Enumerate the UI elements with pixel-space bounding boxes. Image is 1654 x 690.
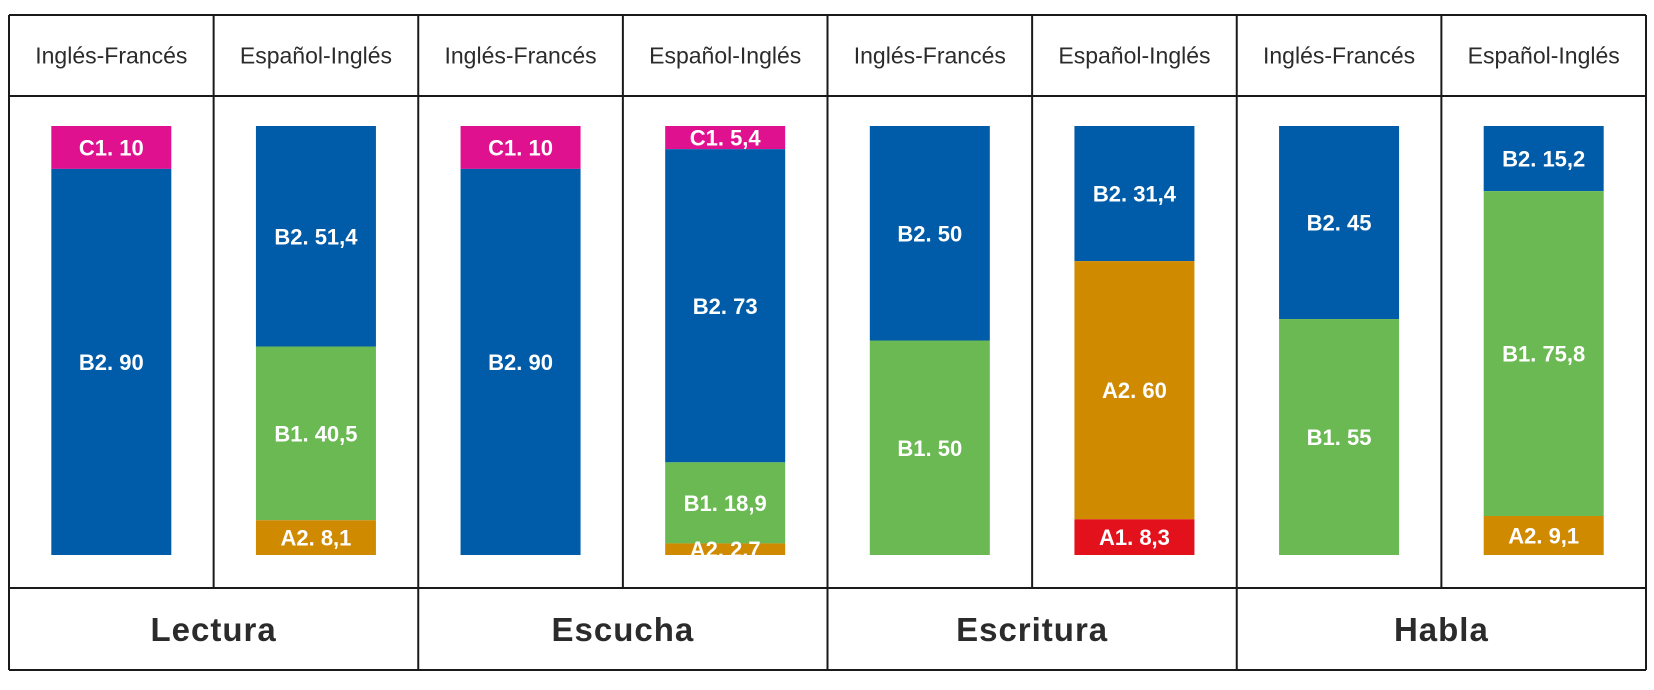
- bar-segment-habla-1-a2: [1483, 516, 1604, 555]
- segment-label-habla-1-b2: B2. 15,2: [1502, 147, 1585, 172]
- segment-label-lectura-1-a2: A2. 8,1: [280, 526, 351, 551]
- bar-segment-lectura-1-b1: [255, 346, 376, 521]
- column-header-1-1: Español-Inglés: [649, 43, 801, 69]
- bar-segment-habla-0-b2: [1279, 126, 1400, 320]
- bar-segment-lectura-1-b2: [255, 126, 376, 347]
- segment-label-habla-0-b1: B1. 55: [1307, 425, 1372, 450]
- bar-segment-lectura-1-a2: [255, 520, 376, 555]
- bar-segment-escritura-1-a2: [1074, 261, 1195, 520]
- column-header-1-0: Inglés-Francés: [445, 43, 597, 69]
- bars-layer: [51, 126, 1604, 555]
- segment-label-habla-1-a2: A2. 9,1: [1508, 524, 1579, 549]
- segment-label-escritura-1-a2: A2. 60: [1102, 378, 1167, 403]
- segment-label-escucha-1-a2: A2. 2,7: [690, 537, 761, 562]
- bar-segment-habla-1-b1: [1483, 191, 1604, 516]
- bar-segment-escritura-0-b1: [869, 340, 990, 555]
- skill-label-lectura: Lectura: [151, 611, 277, 648]
- bar-segment-habla-0-b1: [1279, 319, 1400, 555]
- segment-label-escucha-1-b1: B1. 18,9: [684, 491, 767, 516]
- segment-label-lectura-0-c1: C1. 10: [79, 135, 144, 160]
- bar-segment-escritura-1-a1: [1074, 519, 1195, 555]
- skill-label-escucha: Escucha: [552, 611, 695, 648]
- segment-label-lectura-0-b2: B2. 90: [79, 350, 144, 375]
- segment-label-habla-1-b1: B1. 75,8: [1502, 342, 1585, 367]
- segment-label-escritura-1-a1: A1. 8,3: [1099, 525, 1170, 550]
- table-grid: [8, 14, 1647, 671]
- column-header-2-0: Inglés-Francés: [854, 43, 1006, 69]
- segment-label-escritura-0-b2: B2. 50: [897, 221, 962, 246]
- bar-segment-escritura-1-b2: [1074, 126, 1195, 262]
- bar-segment-escucha-0-c1: [460, 126, 581, 169]
- segment-label-escucha-0-b2: B2. 90: [488, 350, 553, 375]
- bar-segment-lectura-0-b2: [51, 168, 172, 555]
- segment-label-escucha-1-b2: B2. 73: [693, 294, 758, 319]
- bar-segment-escucha-1-b1: [665, 462, 786, 544]
- bar-segment-escucha-1-c1: [665, 126, 786, 150]
- column-header-3-1: Español-Inglés: [1468, 43, 1620, 69]
- skill-label-habla: Habla: [1394, 611, 1489, 648]
- segment-label-escritura-1-b2: B2. 31,4: [1093, 182, 1177, 207]
- labels-layer: Inglés-Francés C1. 10 B2. 90 Español-Inglés…: [35, 43, 1620, 649]
- bar-segment-lectura-0-c1: [51, 126, 172, 169]
- segment-label-lectura-1-b1: B1. 40,5: [274, 421, 357, 446]
- bar-segment-habla-1-b2: [1483, 126, 1604, 192]
- bar-segment-escucha-1-a2: [665, 543, 786, 555]
- bar-segment-escucha-1-b2: [665, 149, 786, 463]
- bar-segment-escucha-0-b2: [460, 168, 581, 555]
- segment-label-habla-0-b2: B2. 45: [1307, 211, 1372, 236]
- bar-segment-escritura-0-b2: [869, 126, 990, 341]
- column-header-0-0: Inglés-Francés: [35, 43, 187, 69]
- segment-label-lectura-1-b2: B2. 51,4: [274, 224, 358, 249]
- segment-label-escritura-0-b1: B1. 50: [897, 436, 962, 461]
- column-header-3-0: Inglés-Francés: [1263, 43, 1415, 69]
- segment-label-escucha-1-c1: C1. 5,4: [690, 126, 762, 151]
- column-header-0-1: Español-Inglés: [240, 43, 392, 69]
- skill-label-escritura: Escritura: [956, 611, 1108, 648]
- segment-label-escucha-0-c1: C1. 10: [488, 135, 553, 160]
- column-header-2-1: Español-Inglés: [1058, 43, 1210, 69]
